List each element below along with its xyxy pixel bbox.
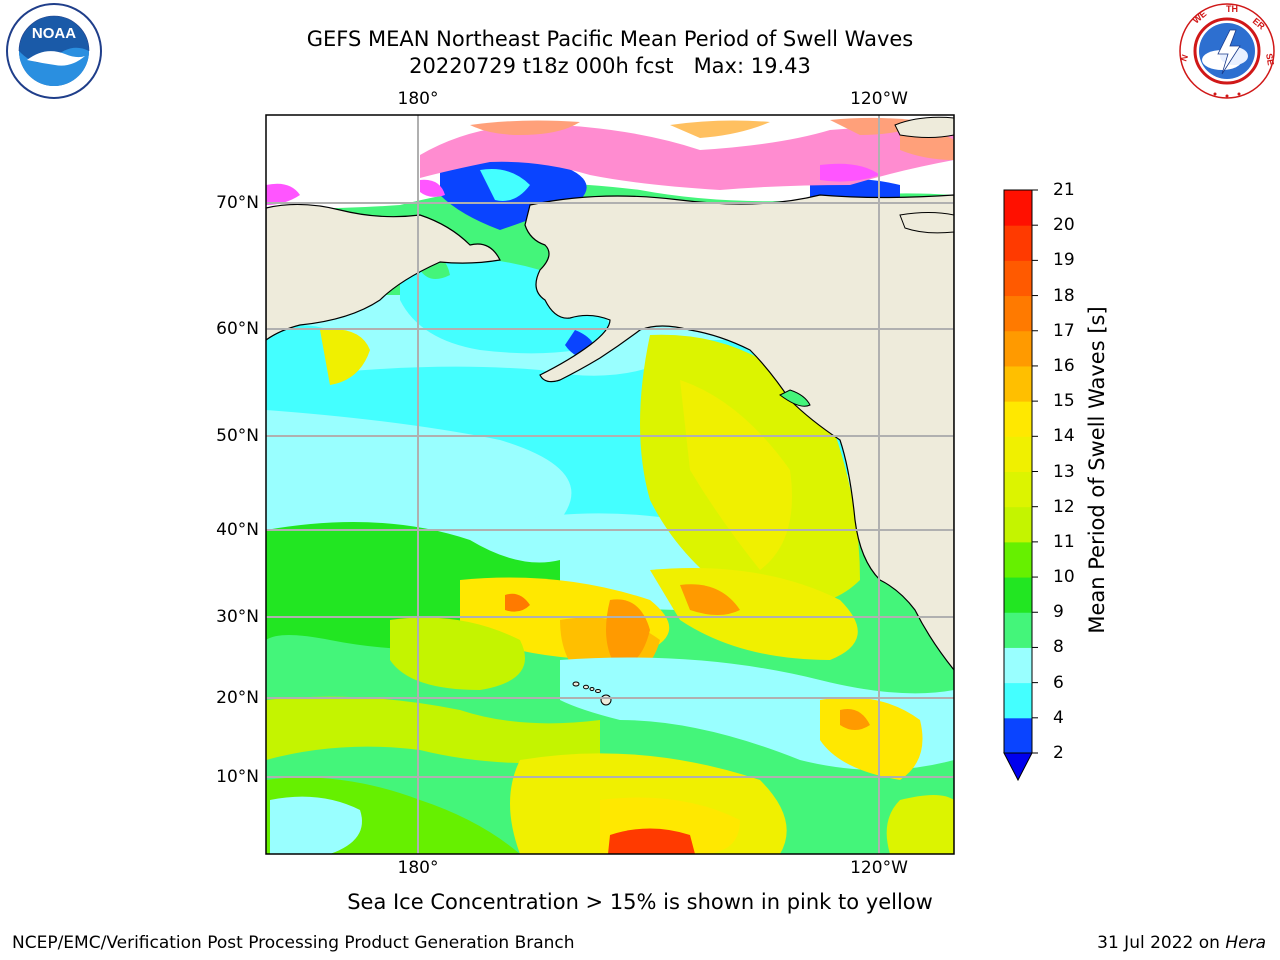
colorbar-tick-label: 16 xyxy=(1053,355,1075,376)
map-title: GEFS MEAN Northeast Pacific Mean Period … xyxy=(306,27,914,51)
colorbar-tick-label: 12 xyxy=(1053,496,1075,517)
lat-label-30n: 30°N xyxy=(216,607,259,627)
colorbar-extend-min xyxy=(1003,752,1033,782)
credit-host: Hera xyxy=(1225,933,1266,953)
colorbar-tick-label: 4 xyxy=(1053,707,1064,728)
colorbar-segment xyxy=(1004,682,1032,719)
colorbar-tick-label: 9 xyxy=(1053,602,1064,623)
lon-label-180-bottom: 180° xyxy=(397,858,439,878)
colorbar-segment xyxy=(1004,471,1032,508)
colorbar-tick-label: 6 xyxy=(1053,672,1064,693)
colorbar-segment xyxy=(1004,436,1032,472)
map-gridlines xyxy=(266,115,954,854)
lat-label-10n: 10°N xyxy=(216,767,259,787)
map-subtitle: 20220729 t18z 000h fcst Max: 19.43 xyxy=(409,54,811,78)
colorbar-segment xyxy=(1004,225,1032,261)
colorbar-tick-label: 21 xyxy=(1053,180,1075,200)
lat-label-20n: 20°N xyxy=(216,688,259,708)
colorbar-tick-label: 19 xyxy=(1053,250,1075,271)
lat-label-40n: 40°N xyxy=(216,520,259,540)
lat-label-50n: 50°N xyxy=(216,426,259,446)
svg-text:N: N xyxy=(1178,53,1190,63)
colorbar-segment xyxy=(1004,190,1032,226)
noaa-logo: NOAA xyxy=(6,3,102,99)
credit-date-text: 31 Jul 2022 on xyxy=(1097,933,1226,953)
colorbar-tick-label: 10 xyxy=(1053,567,1075,588)
lon-label-120w-top: 120°W xyxy=(850,89,908,109)
colorbar-tick-label: 2 xyxy=(1053,743,1064,763)
credit-date: 31 Jul 2022 on Hera xyxy=(1097,933,1266,953)
colorbar-tick-label: 18 xyxy=(1053,285,1075,306)
colorbar-tick-label: 15 xyxy=(1053,391,1075,412)
colorbar-segment xyxy=(1004,506,1032,543)
nws-logo: N WE TH ER SE xyxy=(1178,3,1276,99)
colorbar-tick-label: 8 xyxy=(1053,637,1064,658)
colorbar-segment xyxy=(1004,330,1032,367)
colorbar-segment xyxy=(1004,401,1032,437)
colorbar-label: Mean Period of Swell Waves [s] xyxy=(1085,306,1109,634)
colorbar-frame xyxy=(1003,189,1033,754)
colorbar-tick-label: 20 xyxy=(1053,215,1075,236)
svg-text:TH: TH xyxy=(1226,4,1238,14)
land-north-america xyxy=(524,194,954,671)
map-frame xyxy=(265,114,955,855)
lat-label-70n: 70°N xyxy=(216,193,259,213)
colorbar-segment xyxy=(1004,541,1032,578)
svg-text:SE: SE xyxy=(1264,53,1276,67)
lat-label-60n: 60°N xyxy=(216,319,259,339)
colorbar xyxy=(1004,189,1038,754)
lon-label-180-top: 180° xyxy=(397,89,439,109)
colorbar-segment xyxy=(1004,295,1032,332)
lon-label-120w-bottom: 120°W xyxy=(850,858,908,878)
colorbar-segment xyxy=(1004,577,1032,613)
land-siberia xyxy=(266,203,501,341)
colorbar-segment xyxy=(1004,647,1032,684)
colorbar-tick-label: 14 xyxy=(1053,426,1075,447)
colorbar-segment xyxy=(1004,717,1032,754)
svg-text:NOAA: NOAA xyxy=(32,25,76,42)
colorbar-segment xyxy=(1004,612,1032,648)
colorbar-tick-label: 13 xyxy=(1053,461,1075,482)
colorbar-tick-label: 17 xyxy=(1053,320,1075,341)
sea-ice-note: Sea Ice Concentration > 15% is shown in … xyxy=(347,890,933,914)
colorbar-segment xyxy=(1004,365,1032,402)
colorbar-segment xyxy=(1004,260,1032,297)
colorbar-tick-label: 11 xyxy=(1053,531,1075,552)
credit-branch: NCEP/EMC/Verification Post Processing Pr… xyxy=(12,933,575,953)
